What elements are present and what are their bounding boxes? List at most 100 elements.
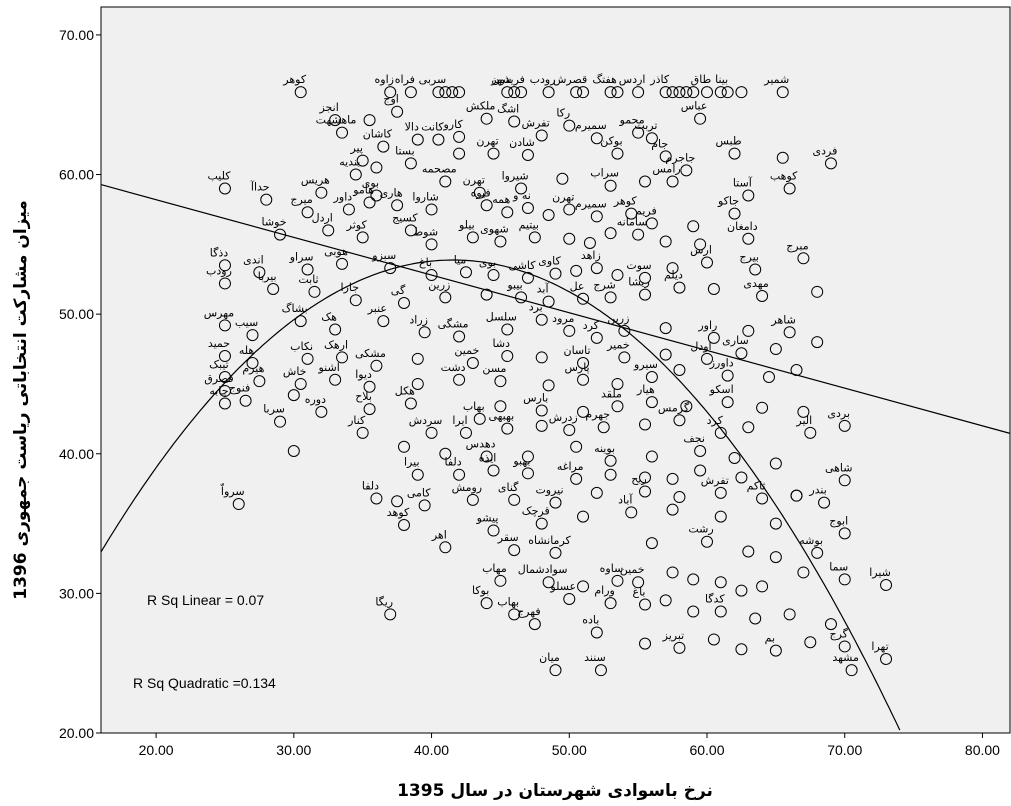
data-point (707, 283, 720, 296)
data-point (707, 633, 720, 646)
point-label: کرمانشاه (528, 534, 571, 547)
data-point (838, 640, 851, 653)
data-point (535, 313, 548, 326)
point-label: گی (391, 284, 406, 297)
point-label: کرد (707, 414, 724, 427)
point-label: زاوه (375, 73, 394, 86)
data-point (824, 157, 837, 170)
data-point (604, 291, 617, 304)
point-label: آباد (618, 492, 633, 506)
data-point (439, 447, 452, 460)
point-label: جهرم (585, 408, 610, 421)
data-point (246, 357, 259, 370)
point-label: اشنو (317, 361, 339, 374)
point-label: کانت (421, 121, 444, 134)
point-label: شاروا (412, 190, 438, 203)
point-label: سقر (497, 531, 519, 544)
point-label: بهاب (497, 595, 519, 608)
data-point (501, 206, 514, 219)
point-label: داورز (709, 357, 734, 370)
data-point (466, 493, 479, 506)
data-point (336, 257, 349, 270)
point-label: ثابت (298, 273, 318, 286)
point-label: هاری (380, 186, 403, 199)
point-label: دوره (305, 393, 326, 406)
data-point (418, 499, 431, 512)
data-point (838, 573, 851, 586)
point-label: مشکی (355, 347, 386, 360)
point-label: هله (239, 344, 255, 357)
point-label: بیتیم (519, 218, 539, 231)
point-label: اردس (619, 73, 646, 86)
data-point (701, 535, 713, 548)
data-point (687, 220, 700, 233)
data-point (645, 396, 658, 409)
data-point (411, 133, 424, 146)
point-label: خوشا (262, 216, 287, 229)
data-point (542, 86, 555, 99)
data-point (577, 405, 590, 418)
data-point (632, 228, 645, 241)
point-label: هامو (352, 183, 374, 196)
data-point (253, 375, 266, 388)
data-point (391, 105, 404, 118)
data-point (645, 537, 658, 550)
x-tick-label: 70.00 (827, 742, 862, 758)
data-point (459, 266, 472, 279)
point-label: کنار (347, 414, 366, 427)
point-label: گرمس (658, 401, 690, 414)
data-point (535, 404, 548, 417)
data-point (590, 331, 603, 344)
data-point (611, 574, 624, 587)
data-point (425, 426, 438, 439)
data-point (639, 271, 652, 284)
data-point (570, 440, 583, 453)
data-point (398, 296, 410, 309)
point-label: گرج (830, 627, 849, 640)
data-point (604, 227, 617, 240)
point-label: پیر (349, 142, 362, 155)
point-label: ارهک (324, 338, 348, 351)
data-point (404, 157, 417, 170)
data-point (563, 232, 576, 245)
data-point (590, 626, 603, 639)
data-point (811, 546, 824, 559)
data-point (260, 193, 273, 206)
data-point (466, 231, 479, 244)
data-point (480, 450, 493, 463)
point-label: کاوی (538, 255, 561, 268)
data-point (356, 154, 369, 167)
data-point (425, 203, 438, 216)
point-label: چابه (209, 385, 228, 398)
data-point (391, 495, 404, 508)
data-point (680, 86, 693, 99)
x-tick-label: 40.00 (414, 742, 449, 758)
r-sq-linear: R Sq Linear = 0.07 (147, 592, 264, 608)
data-point (570, 264, 583, 277)
data-point (329, 114, 342, 127)
data-point (666, 262, 679, 275)
point-label: رودب (206, 264, 232, 277)
data-point (673, 641, 686, 654)
data-point (253, 266, 266, 279)
data-point (714, 426, 727, 439)
fit-lines (100, 184, 1011, 731)
point-label: مرود (552, 312, 574, 325)
point-label: بیرا (404, 456, 420, 469)
point-label: بندیه (339, 156, 360, 169)
point-label: کوثر (346, 218, 368, 231)
point-label: مشهد (832, 651, 859, 664)
point-label: هک (321, 311, 337, 324)
data-point (769, 343, 782, 356)
data-points (218, 86, 893, 677)
data-point (783, 608, 796, 621)
data-point (639, 418, 652, 431)
point-label: نیروت (535, 484, 563, 497)
point-label: اودل (690, 340, 711, 353)
point-label: بندر (808, 484, 826, 497)
data-point (880, 579, 893, 592)
point-label: زرین (607, 312, 629, 325)
data-point (639, 471, 652, 484)
data-point (439, 291, 452, 304)
data-point (370, 492, 383, 505)
